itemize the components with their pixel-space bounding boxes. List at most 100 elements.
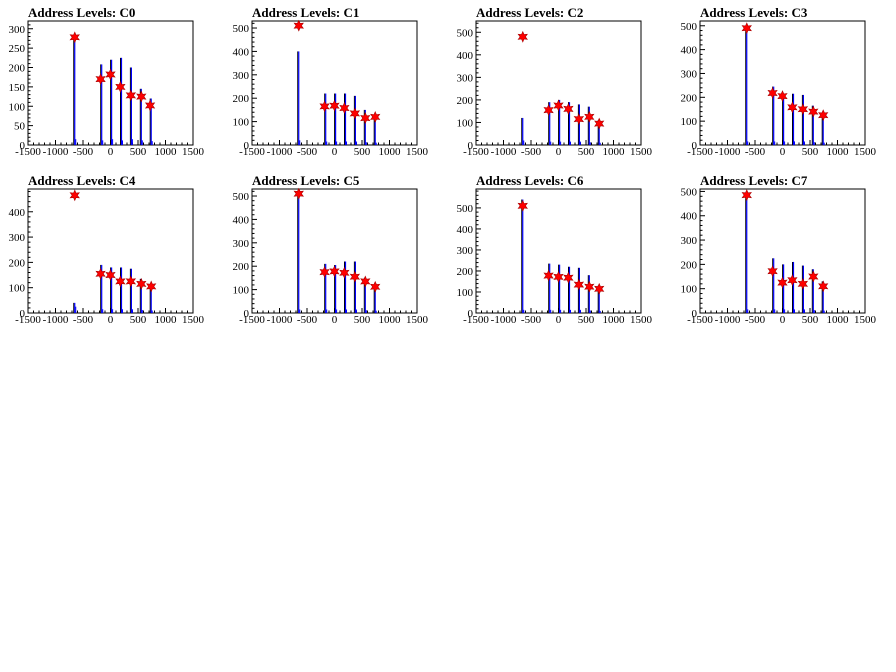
- peak-marker: [329, 99, 340, 112]
- peak-marker: [360, 275, 371, 288]
- x-tick-label: -1500: [15, 146, 41, 158]
- peak-marker: [573, 278, 585, 291]
- y-tick-label: 500: [233, 191, 250, 203]
- peak-marker: [339, 102, 350, 114]
- x-tick-label: 500: [354, 314, 371, 326]
- peak-marker: [69, 31, 80, 44]
- peak-marker: [95, 73, 106, 86]
- y-tick-label: 0: [468, 140, 474, 152]
- histogram-panel: Address Levels: C4-1500 -1000 -500 0 500 1000…: [9, 173, 205, 326]
- y-tick-label: 300: [9, 24, 26, 36]
- y-tick-label: 200: [9, 63, 26, 75]
- peak-marker: [797, 103, 809, 116]
- x-tick-label: 0: [332, 314, 338, 326]
- x-tick-label: -1500: [463, 146, 489, 158]
- y-tick-label: 0: [692, 140, 698, 152]
- y-tick-label: 0: [20, 140, 26, 152]
- peak-marker: [349, 107, 361, 120]
- y-tick-label: 500: [233, 23, 250, 35]
- peak-marker: [553, 270, 564, 283]
- peak-marker: [115, 275, 126, 288]
- peak-marker: [69, 189, 80, 202]
- peak-marker: [360, 112, 371, 125]
- y-tick-label: 200: [233, 93, 250, 105]
- peak-marker: [777, 90, 788, 103]
- x-tick-label: 0: [780, 314, 786, 326]
- x-tick-label: -1500: [15, 314, 41, 326]
- peak-marker: [136, 277, 147, 290]
- y-tick-label: 400: [233, 214, 250, 226]
- x-tick-label: 1500: [854, 314, 877, 326]
- peak-marker: [818, 109, 829, 122]
- y-tick-label: 300: [681, 68, 698, 80]
- peak-marker: [115, 80, 126, 93]
- histogram-panel: Address Levels: C1-1500 -1000 -500 0 500 1000…: [233, 5, 429, 158]
- peak-marker: [105, 68, 116, 81]
- histogram-panel: Address Levels: C6-1500 -1000 -500 0 500 1000…: [457, 173, 653, 326]
- y-tick-label: 200: [681, 92, 698, 104]
- y-tick-label: 500: [681, 186, 698, 198]
- peak-marker: [293, 19, 304, 32]
- charts-canvas: Address Levels: C0-1500 -1000 -500 0 500 1000…: [9, 5, 877, 326]
- chart-title: Address Levels: C6: [476, 173, 584, 188]
- y-tick-label: 300: [9, 232, 26, 244]
- y-tick-label: 300: [233, 70, 250, 82]
- x-tick-label: 1500: [182, 146, 205, 158]
- y-tick-label: 200: [9, 257, 26, 269]
- x-tick-label: 1000: [603, 314, 626, 326]
- y-tick-label: 100: [457, 117, 474, 129]
- x-tick-label: 1000: [379, 146, 402, 158]
- peak-marker: [146, 280, 157, 293]
- x-tick-label: 1000: [603, 146, 626, 158]
- peak-marker: [517, 30, 528, 43]
- peak-marker: [105, 269, 116, 281]
- x-tick-label: 1500: [630, 314, 653, 326]
- chart-title: Address Levels: C3: [700, 5, 808, 20]
- y-tick-label: 400: [457, 224, 474, 236]
- x-tick-label: 1000: [155, 314, 178, 326]
- y-tick-label: 400: [681, 211, 698, 223]
- chart-title: Address Levels: C5: [252, 173, 360, 188]
- x-tick-label: -500: [745, 146, 766, 158]
- y-tick-label: 200: [233, 261, 250, 273]
- peak-marker: [329, 265, 340, 278]
- peak-marker: [787, 274, 798, 287]
- x-tick-label: 500: [578, 146, 595, 158]
- histogram-panel: Address Levels: C2-1500 -1000 -500 0 500 1000…: [457, 5, 653, 158]
- peak-marker: [741, 22, 752, 35]
- y-tick-label: 100: [233, 117, 250, 129]
- histogram-panel: Address Levels: C7-1500 -1000 -500 0 500 1000…: [681, 173, 877, 326]
- x-tick-label: -500: [521, 314, 542, 326]
- y-tick-label: 0: [244, 308, 250, 320]
- x-tick-label: 0: [108, 314, 114, 326]
- y-tick-label: 200: [457, 95, 474, 107]
- y-tick-label: 400: [457, 50, 474, 62]
- peak-marker: [818, 280, 829, 293]
- x-tick-label: 1500: [630, 146, 653, 158]
- chart-title: Address Levels: C7: [700, 173, 808, 188]
- x-tick-label: 1000: [155, 146, 178, 158]
- x-tick-label: 0: [108, 146, 114, 158]
- x-tick-label: 0: [780, 146, 786, 158]
- y-tick-label: 300: [681, 235, 698, 247]
- x-tick-label: -1000: [43, 314, 69, 326]
- x-tick-label: -500: [521, 146, 542, 158]
- x-tick-label: -1000: [267, 314, 293, 326]
- y-tick-label: 500: [457, 203, 474, 215]
- x-tick-label: -500: [745, 314, 766, 326]
- peak-marker: [543, 104, 554, 117]
- x-tick-label: 0: [556, 146, 562, 158]
- x-tick-label: 500: [130, 314, 147, 326]
- y-tick-label: 400: [681, 45, 698, 57]
- x-tick-label: -1000: [491, 146, 517, 158]
- x-tick-label: 1500: [854, 146, 877, 158]
- peak-marker: [573, 113, 585, 126]
- peak-marker: [553, 99, 564, 112]
- x-tick-label: -500: [73, 146, 94, 158]
- peak-marker: [767, 87, 778, 99]
- peak-marker: [797, 277, 809, 290]
- x-tick-label: 1500: [406, 146, 429, 158]
- histogram-panel: Address Levels: C3-1500 -1000 -500 0 500 1000…: [681, 5, 877, 158]
- x-tick-label: -1000: [43, 146, 69, 158]
- peak-marker: [787, 101, 798, 114]
